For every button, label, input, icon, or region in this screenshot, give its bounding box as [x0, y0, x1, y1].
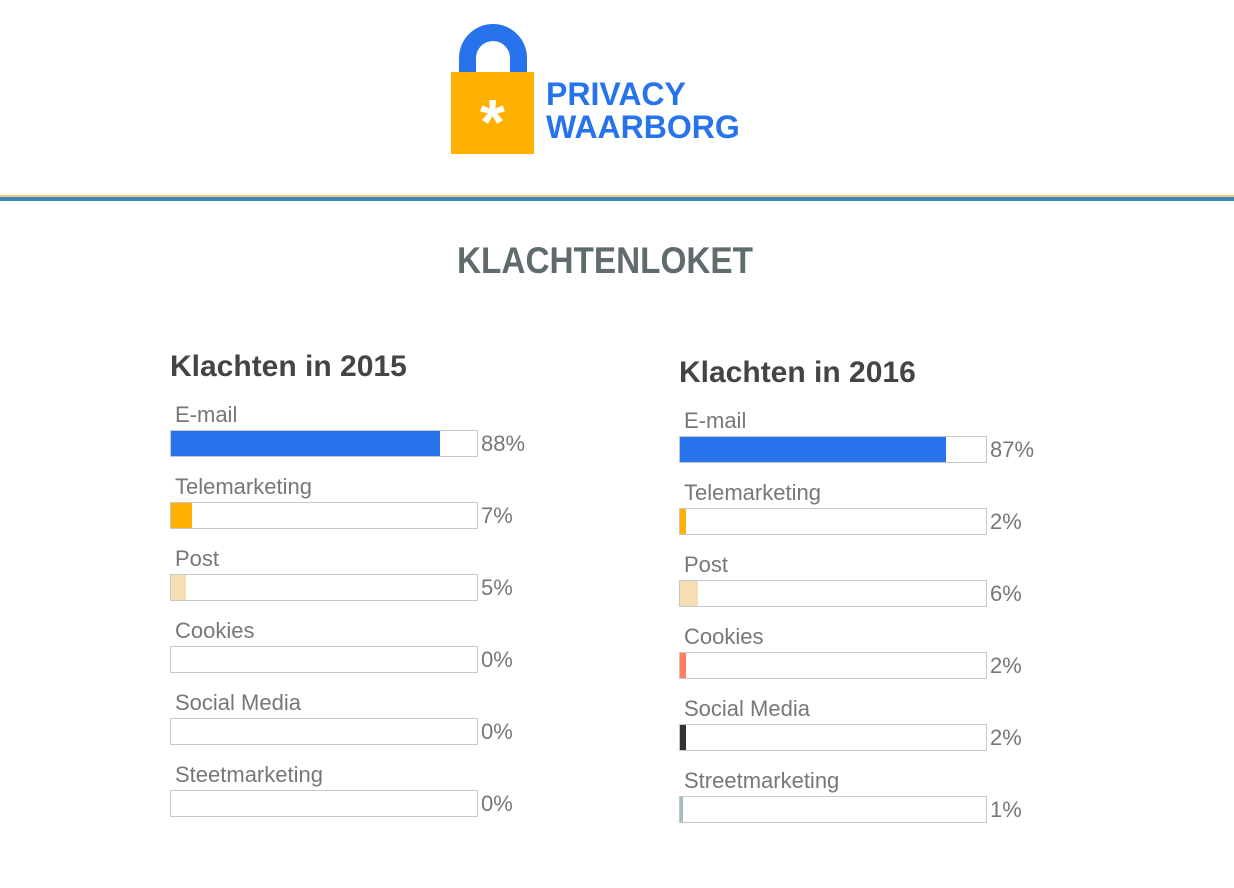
bar-track [679, 796, 987, 823]
bar-group: 2% [679, 508, 1059, 535]
bar-label: Streetmarketing [684, 768, 840, 793]
asterisk: * [480, 86, 505, 158]
bar-value: 0% [481, 790, 513, 816]
bar-row: Social Media 2% [679, 696, 1059, 768]
brand-line2: WAARBORG [546, 109, 740, 145]
bar-row: Cookies 2% [679, 624, 1059, 696]
bar-value: 2% [990, 508, 1022, 534]
page-title: KLACHTENLOKET [457, 240, 753, 281]
bar-value: 0% [481, 718, 513, 744]
bar-value: 2% [990, 724, 1022, 750]
bar-group: 2% [679, 652, 1059, 679]
bar-track [679, 436, 987, 463]
bar-group: 0% [170, 718, 550, 745]
bar-track [170, 646, 478, 673]
bar-row: Social Media 0% [170, 690, 550, 762]
bar-fill [680, 437, 947, 462]
bar-group: 6% [679, 580, 1059, 607]
bar-value: 1% [990, 796, 1022, 822]
bar-value: 2% [990, 652, 1022, 678]
bar-label: Steetmarketing [175, 762, 323, 787]
bar-track [170, 574, 478, 601]
bar-label: Telemarketing [684, 480, 821, 505]
bar-label: E-mail [175, 402, 238, 427]
bar-row: Telemarketing 2% [679, 480, 1059, 552]
bar-row: Cookies 0% [170, 618, 550, 690]
bar-label: Social Media [175, 690, 301, 715]
bar-group: 7% [170, 502, 550, 529]
bar-track [170, 502, 478, 529]
bar-group: 5% [170, 574, 550, 601]
bar-fill [680, 509, 687, 534]
chart-2015: Klachten in 2015 E-mail 88% Telemarketing … [170, 350, 550, 834]
chart-title: Klachten in 2016 [679, 356, 916, 389]
bar-fill [680, 653, 687, 678]
bar-fill [171, 503, 193, 528]
chart-title: Klachten in 2015 [170, 350, 407, 383]
bar-row: Streetmarketing 1% [679, 768, 1059, 840]
bar-group: 0% [170, 646, 550, 673]
bar-row: Post 5% [170, 546, 550, 618]
bar-fill [680, 797, 684, 822]
bar-value: 87% [990, 436, 1035, 462]
lock-icon: * [451, 72, 534, 158]
bar-label: Post [175, 546, 220, 571]
bar-group: 0% [170, 790, 550, 817]
bar-label: Post [684, 552, 729, 577]
bar-row: Steetmarketing 0% [170, 762, 550, 834]
bar-fill [680, 581, 699, 606]
bar-value: 88% [481, 430, 526, 456]
bar-track [170, 790, 478, 817]
bar-label: E-mail [684, 408, 747, 433]
privacy-waarborg-logo: * PRIVACY WAARBORG [451, 24, 781, 158]
bar-row: E-mail 88% [170, 402, 550, 474]
bar-row: Telemarketing 7% [170, 474, 550, 546]
bar-value: 0% [481, 646, 513, 672]
bar-track [679, 652, 987, 679]
bar-row: E-mail 87% [679, 408, 1059, 480]
bar-track [679, 724, 987, 751]
bar-group: 88% [170, 430, 550, 457]
lock-shackle-icon [459, 24, 527, 74]
divider [0, 197, 1234, 201]
bar-value: 6% [990, 580, 1022, 606]
bar-track [679, 508, 987, 535]
bar-label: Cookies [175, 618, 255, 643]
bar-row: Post 6% [679, 552, 1059, 624]
bar-value: 7% [481, 502, 513, 528]
bar-track [170, 430, 478, 457]
bar-label: Social Media [684, 696, 810, 721]
bar-group: 2% [679, 724, 1059, 751]
bar-group: 1% [679, 796, 1059, 823]
bar-track [679, 580, 987, 607]
bar-fill [680, 725, 687, 750]
bar-value: 5% [481, 574, 513, 600]
bar-track [170, 718, 478, 745]
bar-fill [171, 431, 441, 456]
chart-2016: Klachten in 2016 E-mail 87% Telemarketing … [679, 356, 1059, 840]
brand-name: PRIVACY WAARBORG [546, 78, 740, 144]
bar-fill [171, 575, 187, 600]
bar-group: 87% [679, 436, 1059, 463]
bar-label: Telemarketing [175, 474, 312, 499]
divider [0, 195, 1234, 197]
bar-label: Cookies [684, 624, 764, 649]
brand-line1: PRIVACY [546, 76, 686, 112]
